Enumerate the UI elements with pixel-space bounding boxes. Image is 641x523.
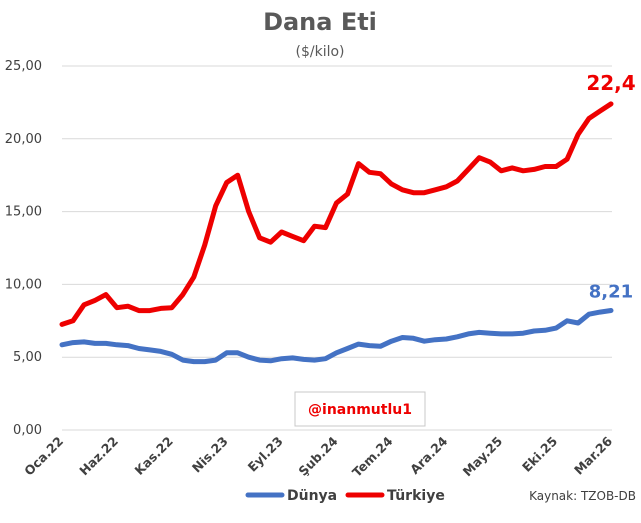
y-tick-label: 20,00 [5, 132, 42, 147]
end-labels: 22,4 8,21 [586, 71, 635, 303]
chart-title: Dana Eti [263, 8, 377, 36]
x-tick-label: Ara.24 [407, 433, 451, 477]
legend-label-turkiye: Türkiye [387, 488, 445, 504]
x-tick-label: Haz.22 [76, 434, 121, 479]
y-tick-label: 10,00 [5, 277, 42, 292]
watermark-text: @inanmutlu1 [308, 402, 412, 418]
x-tick-label: Oca.22 [21, 434, 66, 479]
x-tick-label: Tem.24 [349, 433, 396, 480]
x-tick-label: Şub.24 [295, 433, 340, 478]
end-label-dunya: 8,21 [589, 281, 633, 302]
x-tick-label: Kas.22 [132, 434, 176, 478]
x-tick-label: Eyl.23 [245, 434, 286, 475]
x-tick-label: Eki.25 [519, 434, 560, 475]
legend-label-dunya: Dünya [287, 488, 337, 504]
x-tick-label: May.25 [460, 434, 506, 480]
y-tick-label: 15,00 [5, 205, 42, 220]
x-tick-label: Mar.26 [571, 433, 615, 477]
chart-subtitle: ($/kilo) [296, 44, 345, 60]
series-line-turkiye [59, 101, 614, 327]
series-lines [59, 101, 614, 365]
series-line-dunya [59, 308, 614, 365]
end-label-turkiye: 22,4 [586, 71, 635, 95]
y-tick-label: 0,00 [13, 423, 42, 438]
legend: Dünya Türkiye [245, 488, 445, 504]
y-tick-label: 5,00 [13, 350, 42, 365]
y-tick-label: 25,00 [5, 59, 42, 74]
x-axis: Oca.22 Haz.22 Kas.22 Nis.23 Eyl.23 Şub.24 Tem.… [21, 433, 615, 480]
source-note: Kaynak: TZOB-DB [529, 489, 636, 503]
y-axis: 0,00 5,00 10,00 15,00 20,00 25,00 [5, 59, 42, 438]
watermark-box: @inanmutlu1 [294, 391, 426, 427]
gridlines [62, 65, 612, 431]
x-tick-label: Nis.23 [189, 434, 231, 476]
